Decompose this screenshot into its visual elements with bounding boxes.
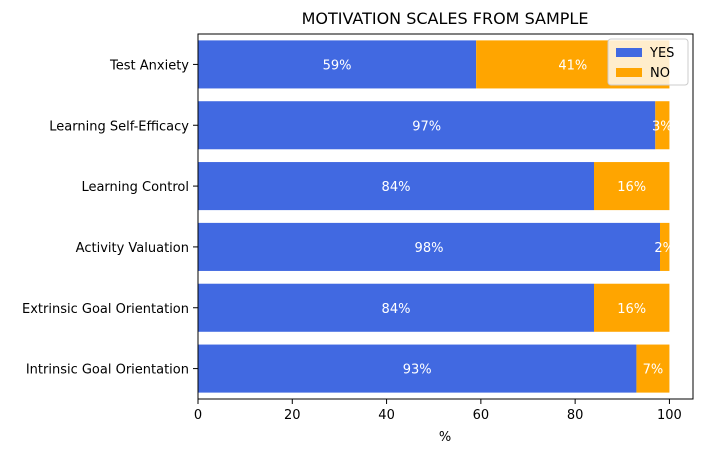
- bar-label-yes-learning-self-efficacy: 97%: [412, 119, 441, 134]
- bar-label-yes-learning-control: 84%: [382, 180, 411, 195]
- y-tick-label-learning-self-efficacy: Learning Self-Efficacy: [49, 119, 189, 134]
- bar-label-no-test-anxiety: 41%: [558, 58, 587, 73]
- bar-no-extrinsic-goal-orientation: [594, 283, 670, 332]
- bar-yes-learning-self-efficacy: [198, 101, 656, 150]
- bar-yes-extrinsic-goal-orientation: [198, 283, 594, 332]
- bar-yes-learning-control: [198, 162, 594, 211]
- y-axis: Test Anxiety Learning Self-Efficacy Learni…: [22, 58, 198, 378]
- x-tick-label-60: 60: [473, 408, 490, 423]
- bar-no-learning-self-efficacy: [655, 101, 670, 150]
- bar-label-yes-activity-valuation: 98%: [415, 241, 444, 256]
- legend-label-no: NO: [650, 66, 670, 81]
- x-axis-label: %: [439, 430, 451, 445]
- chart-title: MOTIVATION SCALES FROM SAMPLE: [302, 9, 589, 28]
- y-tick-label-activity-valuation: Activity Valuation: [76, 241, 189, 256]
- plot-frame: [197, 33, 694, 400]
- x-tick-label-40: 40: [378, 408, 395, 423]
- y-tick-label-learning-control: Learning Control: [81, 180, 189, 195]
- x-tick-label-80: 80: [567, 408, 584, 423]
- legend: YES NO: [607, 38, 689, 86]
- bar-no-intrinsic-goal-orientation: [636, 344, 670, 393]
- y-tick-label-extrinsic-goal-orientation: Extrinsic Goal Orientation: [22, 302, 189, 317]
- bar-yes-intrinsic-goal-orientation: [198, 344, 637, 393]
- bar-label-no-extrinsic-goal-orientation: 16%: [617, 302, 646, 317]
- bar-yes-test-anxiety: [198, 40, 477, 89]
- bar-yes-activity-valuation: [198, 222, 660, 271]
- legend-swatch-yes: [616, 48, 642, 57]
- y-tick-label-intrinsic-goal-orientation: Intrinsic Goal Orientation: [26, 363, 189, 378]
- y-tick-label-test-anxiety: Test Anxiety: [109, 58, 189, 73]
- bar-label-no-learning-control: 16%: [617, 180, 646, 195]
- x-tick-label-0: 0: [194, 408, 202, 423]
- legend-label-yes: YES: [649, 46, 674, 61]
- bar-label-no-learning-self-efficacy: 3%: [652, 119, 673, 134]
- bar-no-activity-valuation: [660, 222, 670, 271]
- bar-label-yes-extrinsic-goal-orientation: 84%: [382, 302, 411, 317]
- x-tick-label-20: 20: [284, 408, 301, 423]
- bars-group: [198, 40, 670, 393]
- bar-no-learning-control: [594, 162, 670, 211]
- bar-labels-group: 59% 41% 97% 3% 84% 16% 98% 2% 84% 16% 93% 7%: [323, 58, 675, 377]
- x-tick-label-100: 100: [657, 408, 682, 423]
- legend-swatch-no: [616, 68, 642, 77]
- bar-label-yes-test-anxiety: 59%: [323, 58, 352, 73]
- legend-box: [607, 38, 689, 86]
- bar-label-yes-intrinsic-goal-orientation: 93%: [403, 363, 432, 378]
- x-axis: 0 20 40 60 80 100: [194, 399, 682, 423]
- bar-label-no-activity-valuation: 2%: [654, 241, 675, 256]
- bar-label-no-intrinsic-goal-orientation: 7%: [643, 363, 664, 378]
